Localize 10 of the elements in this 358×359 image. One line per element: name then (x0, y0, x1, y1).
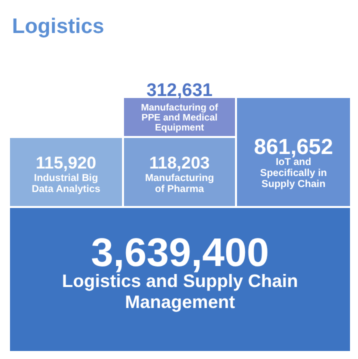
data-label: 118,203 (149, 154, 210, 173)
category-label: Manufacturing of Pharma (145, 172, 214, 195)
text: Logistics (12, 15, 104, 38)
category-label: Industrial Big Data Analytics (32, 172, 101, 195)
data-label: 312,631 (146, 79, 213, 100)
data-label: 3,639,400 (91, 231, 269, 276)
data-label: 115,920 (36, 154, 96, 173)
category-label: Manufacturing of PPE and Medical Equipment (140, 102, 219, 134)
category-label: IoT and Specifically in Supply Chain (260, 156, 327, 190)
data-label: 861,652 (254, 134, 334, 160)
